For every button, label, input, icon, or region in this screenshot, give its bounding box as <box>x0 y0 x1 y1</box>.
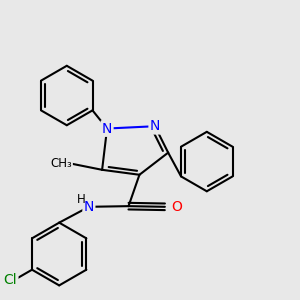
Text: H: H <box>77 193 86 206</box>
Text: N: N <box>102 122 112 136</box>
Text: N: N <box>84 200 94 214</box>
Text: CH₃: CH₃ <box>50 157 72 170</box>
Text: N: N <box>150 119 160 133</box>
Text: O: O <box>171 200 182 214</box>
Text: Cl: Cl <box>4 273 17 287</box>
